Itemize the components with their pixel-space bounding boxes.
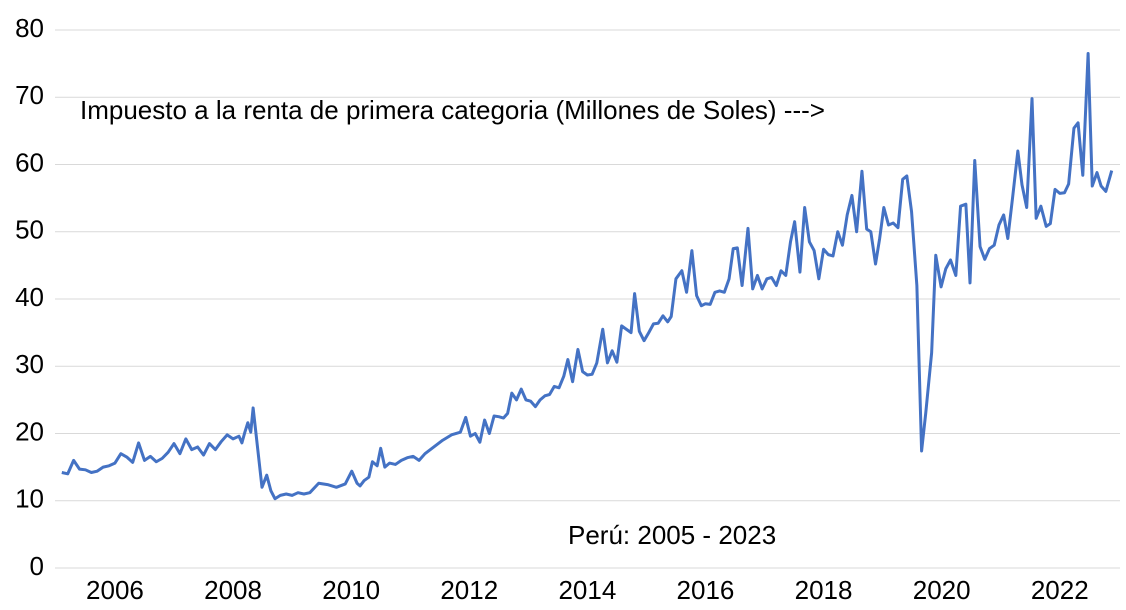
- y-tick-label: 20: [15, 416, 44, 446]
- x-tick-label: 2008: [204, 575, 262, 605]
- x-tick-label: 2010: [322, 575, 380, 605]
- x-tick-label: 2018: [795, 575, 853, 605]
- y-tick-label: 0: [30, 551, 44, 581]
- y-tick-label: 60: [15, 147, 44, 177]
- y-tick-label: 10: [15, 484, 44, 514]
- x-tick-label: 2014: [558, 575, 616, 605]
- y-tick-label: 30: [15, 349, 44, 379]
- y-tick-label: 40: [15, 282, 44, 312]
- annotation: Perú: 2005 - 2023: [568, 520, 776, 550]
- y-tick-label: 80: [15, 13, 44, 43]
- x-tick-label: 2012: [440, 575, 498, 605]
- x-tick-label: 2016: [677, 575, 735, 605]
- y-tick-label: 50: [15, 215, 44, 245]
- x-tick-label: 2022: [1031, 575, 1089, 605]
- data-line: [61, 52, 1114, 501]
- x-tick-label: 2006: [86, 575, 144, 605]
- y-tick-label: 70: [15, 80, 44, 110]
- annotation: Impuesto a la renta de primera categoria…: [80, 95, 825, 125]
- x-tick-label: 2020: [913, 575, 971, 605]
